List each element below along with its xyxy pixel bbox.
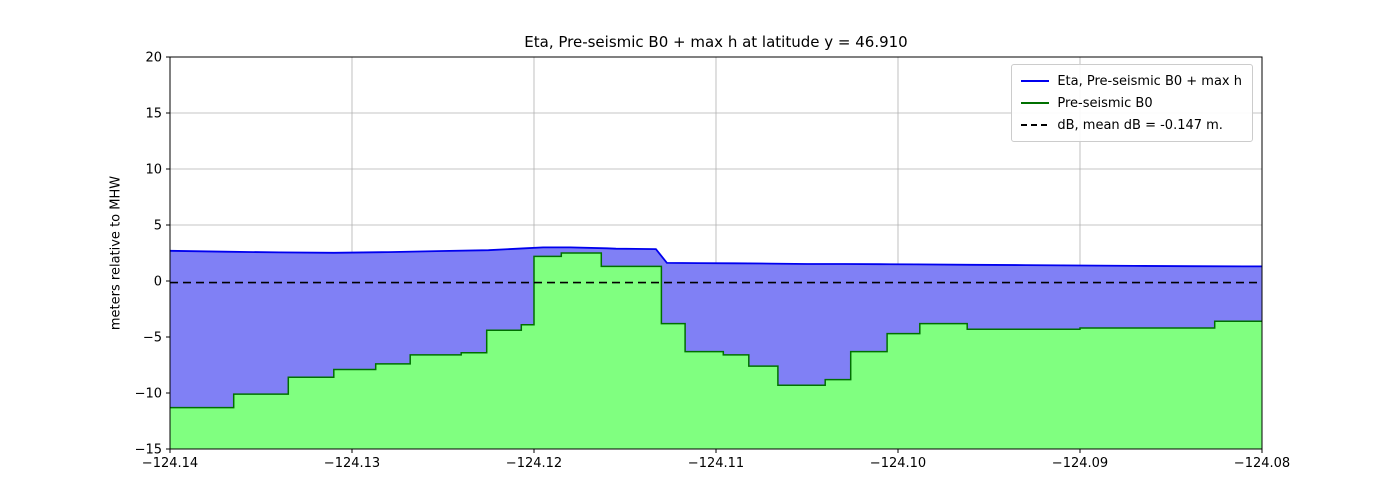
y-tick-label: −15	[135, 443, 162, 458]
pre-seismic-b0-line	[170, 252, 1262, 409]
legend-line-sample	[1021, 124, 1050, 126]
legend-line-sample	[1021, 102, 1050, 104]
legend-label: Eta, Pre-seismic B0 + max h	[1057, 73, 1242, 89]
legend-label: dB, mean dB = -0.147 m.	[1057, 117, 1223, 133]
pre-seismic-b0-fill	[170, 253, 1262, 449]
x-tick-label: −124.12	[506, 456, 562, 471]
y-tick-label: 15	[145, 107, 162, 122]
legend: Eta, Pre-seismic B0 + max h Pre-seismic B…	[1011, 64, 1253, 142]
legend-line-sample	[1021, 80, 1050, 82]
eta-fill	[170, 247, 1262, 408]
y-tick-label: 20	[145, 51, 162, 66]
y-tick-label: 5	[154, 219, 162, 234]
y-tick-label: 0	[154, 275, 162, 290]
x-tick-label: −124.10	[870, 456, 926, 471]
legend-entry: Pre-seismic B0	[1020, 92, 1242, 114]
x-tick-label: −124.08	[1234, 456, 1290, 471]
y-tick-label: 10	[145, 163, 162, 178]
x-tick-label: −124.14	[142, 456, 198, 471]
x-tick-label: −124.11	[688, 456, 744, 471]
legend-entry: Eta, Pre-seismic B0 + max h	[1020, 70, 1242, 92]
x-tick-label: −124.13	[324, 456, 380, 471]
x-tick-label: −124.09	[1052, 456, 1108, 471]
legend-label: Pre-seismic B0	[1057, 95, 1153, 111]
y-tick-label: −5	[143, 331, 162, 346]
chart-title: Eta, Pre-seismic B0 + max h at latitude …	[524, 33, 908, 51]
legend-entry: dB, mean dB = -0.147 m.	[1020, 114, 1242, 136]
eta-line	[169, 246, 1262, 268]
y-tick-label: −10	[135, 387, 162, 402]
